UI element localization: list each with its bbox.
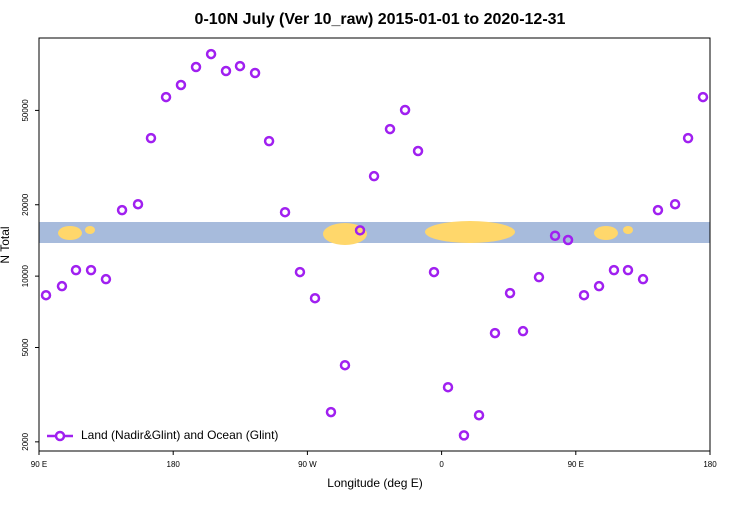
data-point: [368, 170, 380, 182]
map-band: [39, 221, 710, 245]
data-point: [249, 67, 261, 79]
data-point: [399, 104, 411, 116]
data-point: [549, 230, 561, 242]
y-axis-label: N Total: [0, 226, 12, 263]
legend-marker: [54, 430, 66, 442]
data-point: [533, 271, 545, 283]
data-point: [489, 327, 501, 339]
data-point: [263, 135, 275, 147]
y-tick-label: 10000: [21, 264, 30, 287]
data-point: [132, 198, 144, 210]
plot-frame: [38, 37, 711, 452]
data-point: [220, 65, 232, 77]
data-point: [100, 273, 112, 285]
x-tick-label: 90 E: [31, 460, 47, 469]
data-point: [279, 206, 291, 218]
data-point: [116, 204, 128, 216]
data-point: [473, 409, 485, 421]
data-point: [428, 266, 440, 278]
data-point: [682, 132, 694, 144]
data-point: [354, 225, 366, 236]
chart-title: 0-10N July (Ver 10_raw) 2015-01-01 to 20…: [195, 11, 566, 28]
data-point: [339, 359, 351, 371]
x-tick-label: 90 E: [568, 460, 584, 469]
data-point: [234, 60, 246, 72]
data-point: [593, 280, 605, 292]
legend-label: Land (Nadir&Glint) and Ocean (Glint): [81, 428, 278, 442]
data-point: [384, 123, 396, 135]
data-point: [145, 132, 157, 144]
data-point: [412, 145, 424, 157]
data-point: [517, 325, 529, 337]
data-point: [608, 264, 620, 276]
x-tick-label: 180: [703, 460, 717, 469]
y-tick-label: 50000: [21, 99, 30, 122]
data-point: [669, 198, 681, 210]
data-point: [578, 289, 590, 301]
data-point: [190, 61, 202, 73]
y-tick-label: 2000: [21, 432, 30, 450]
data-point: [309, 292, 321, 304]
data-point: [442, 381, 454, 393]
data-point: [637, 273, 649, 285]
data-point: [622, 264, 634, 276]
data-point: [458, 430, 470, 441]
data-point: [70, 264, 82, 276]
data-point: [175, 79, 187, 91]
y-tick-label: 5000: [21, 338, 30, 356]
data-point: [652, 204, 664, 216]
data-point: [56, 280, 68, 292]
data-point: [294, 266, 306, 278]
data-point: [40, 289, 52, 301]
data-point: [697, 91, 709, 103]
data-point: [562, 234, 574, 246]
data-point: [85, 264, 97, 276]
data-point: [504, 287, 516, 299]
x-axis-label: Longitude (deg E): [327, 476, 422, 490]
x-tick-label: 90 W: [298, 460, 317, 469]
data-point: [160, 91, 172, 103]
x-tick-label: 0: [439, 460, 444, 469]
x-tick-label: 180: [167, 460, 181, 469]
data-point: [205, 48, 217, 60]
data-point: [325, 406, 337, 418]
y-tick-label: 20000: [21, 193, 30, 216]
